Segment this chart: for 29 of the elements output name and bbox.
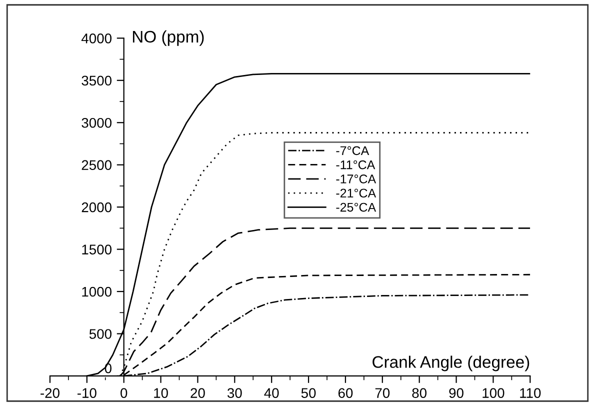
legend-label: -17°CA — [336, 174, 376, 184]
y-tick-label: 3000 — [82, 118, 112, 128]
x-tick-label: 30 — [227, 388, 242, 398]
x-tick-label: -10 — [77, 388, 96, 398]
x-tick-label: 110 — [520, 388, 541, 398]
legend-label: -7°CA — [336, 146, 370, 156]
legend-label: -25°CA — [336, 202, 376, 212]
x-tick-label: 80 — [412, 388, 427, 398]
y-tick-label: 2000 — [82, 202, 112, 212]
x-tick-label: 10 — [154, 388, 168, 398]
x-tick-label: 90 — [449, 388, 464, 398]
legend-label: -11°CA — [336, 160, 376, 170]
y-tick-label: 500 — [89, 329, 112, 339]
x-tick-label: 20 — [190, 388, 205, 398]
y-tick-label: 4000 — [81, 34, 112, 44]
x-tick-label: 70 — [375, 388, 390, 398]
x-tick-label: 50 — [301, 388, 316, 398]
y-axis-title: NO (ppm) — [132, 30, 204, 46]
x-tick-label: 100 — [482, 388, 504, 398]
legend-label: -21°CA — [336, 188, 376, 198]
x-tick-label: 60 — [338, 388, 353, 398]
y-tick-label: 1500 — [82, 244, 112, 254]
x-tick-label: 0 — [120, 388, 128, 398]
y-tick-label: 3500 — [82, 76, 112, 86]
x-axis-title: Crank Angle (degree) — [372, 356, 530, 372]
y-tick-label: 1000 — [82, 286, 112, 297]
x-tick-label: 40 — [264, 388, 279, 398]
x-tick-label: -20 — [40, 388, 60, 398]
y-tick-label: 2500 — [82, 160, 112, 170]
